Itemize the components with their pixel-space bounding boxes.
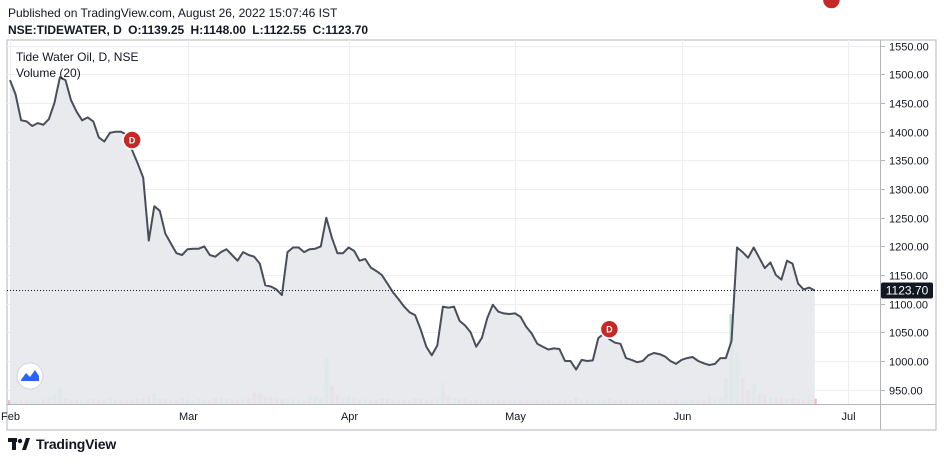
- low-value: 1122.55: [263, 23, 307, 37]
- time-axis: FebMarAprMayJunJulAugSep: [1, 411, 856, 423]
- x-tick-label: Apr: [341, 411, 358, 423]
- x-tick-label: May: [505, 411, 526, 423]
- dividend-marker[interactable]: [599, 319, 620, 339]
- y-tick-label: 1100.00: [889, 300, 928, 312]
- tradingview-logo-icon: [8, 438, 30, 450]
- brand-name: TradingView: [36, 436, 117, 452]
- legend-title: Tide Water Oil, D, NSE: [16, 50, 138, 64]
- price-axis: 950.00 1000.00 1050.00 1100.00 1150.00 1200.0…: [880, 42, 929, 398]
- y-tick-label: 1250.00: [889, 214, 929, 226]
- last-price-box: [881, 282, 933, 299]
- dividend-marker[interactable]: [122, 130, 142, 150]
- y-tick-label: 1200.00: [889, 242, 929, 254]
- x-tick-label: Jun: [674, 411, 692, 423]
- y-tick-label: 1500.00: [889, 70, 929, 82]
- y-tick-label: 1300.00: [889, 185, 929, 197]
- close-label: C:: [312, 23, 326, 37]
- y-tick-label: 1000.00: [889, 357, 929, 369]
- y-tick-label: 1050.00: [889, 328, 929, 340]
- high-value: 1148.00: [203, 23, 246, 37]
- chart-logo-badge[interactable]: [16, 362, 44, 390]
- dividend-label: D: [129, 136, 136, 146]
- last-price-label: 1123.70: [886, 284, 929, 298]
- price-area: [10, 77, 815, 405]
- x-tick-label: Feb: [1, 411, 20, 423]
- logo-badge-circle: [16, 362, 44, 390]
- dividend-label: D: [828, 0, 835, 2]
- ohlc-header: NSE:TIDEWATER, D O:1139.25 H:1148.00 L:1…: [8, 23, 368, 37]
- legend-volume: Volume (20): [16, 66, 81, 80]
- y-tick-label: 1400.00: [889, 128, 929, 140]
- dividend-markers: D D D: [122, 0, 842, 339]
- x-tick-label: Jul: [841, 411, 855, 423]
- y-tick-label: 1450.00: [889, 99, 929, 111]
- chart-icon: [21, 370, 39, 381]
- low-label: L:: [252, 23, 264, 37]
- open-label: O:: [128, 23, 142, 37]
- last-price-badge: 1123.70: [881, 282, 933, 299]
- dividend-marker[interactable]: [821, 0, 842, 10]
- symbol-label: NSE:TIDEWATER, D: [8, 23, 122, 37]
- chart-border: [6, 39, 937, 431]
- price-line: [9, 76, 816, 371]
- published-caption: Published on TradingView.com, August 26,…: [8, 6, 338, 20]
- y-tick-label: 1150.00: [889, 271, 928, 283]
- x-tick-label: Mar: [179, 411, 198, 423]
- dividend-label: D: [606, 325, 613, 335]
- y-tick-label: 950.00: [889, 386, 923, 398]
- high-label: H:: [190, 23, 204, 37]
- y-tick-label: 1350.00: [889, 156, 929, 168]
- y-tick-label: 1550.00: [889, 42, 929, 54]
- close-value: 1123.70: [325, 23, 369, 37]
- open-value: 1139.25: [141, 23, 185, 37]
- footer-brand[interactable]: TradingView: [8, 436, 116, 452]
